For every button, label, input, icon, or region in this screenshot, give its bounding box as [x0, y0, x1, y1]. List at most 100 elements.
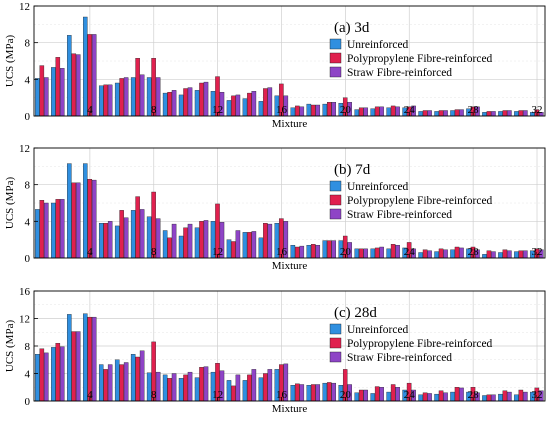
- bar-3-19: [331, 102, 337, 117]
- bar-1-30: [498, 111, 503, 117]
- bar-1-29: [482, 112, 487, 117]
- bar-1-23: [386, 248, 391, 259]
- x-tick-label: 28: [468, 246, 480, 258]
- x-tick-label: 20: [340, 246, 352, 258]
- bar-3-7: [139, 350, 145, 402]
- bar-2-15: [263, 88, 268, 117]
- bar-3-17: [299, 245, 305, 259]
- y-tick-label: 4: [25, 369, 31, 381]
- bar-3-6: [123, 77, 129, 117]
- bar-3-10: [187, 371, 193, 402]
- bar-2-2: [55, 343, 61, 402]
- x-tick-label: 16: [276, 104, 288, 116]
- x-tick-label: 32: [532, 246, 543, 258]
- legend-label-2: Polypropylene Fibre-reinforced: [347, 338, 493, 350]
- bar-2-26: [438, 390, 444, 402]
- bar-1-18: [306, 103, 312, 117]
- bar-1-13: [226, 100, 232, 117]
- y-tick-label: 12: [19, 314, 30, 326]
- bar-1-2: [51, 347, 56, 402]
- bar-3-15: [267, 369, 273, 402]
- bar-1-31: [514, 251, 519, 259]
- x-tick-label: 20: [340, 104, 352, 116]
- legend-label-3: Straw Fibre-reinforced: [347, 209, 452, 221]
- x-axis-label: Mixture: [272, 260, 308, 272]
- y-tick-label: 8: [25, 180, 31, 192]
- bar-3-26: [443, 249, 448, 259]
- bar-3-17: [299, 106, 305, 117]
- bar-1-17: [290, 244, 296, 259]
- bar-1-9: [162, 230, 168, 259]
- bar-2-21: [358, 389, 364, 402]
- bar-3-22: [379, 106, 384, 117]
- bar-2-10: [183, 88, 188, 117]
- bar-2-29: [486, 250, 492, 259]
- legend-swatch-3: [329, 208, 342, 220]
- bar-1-4: [83, 313, 88, 402]
- bar-2-17: [295, 246, 300, 259]
- bar-3-13: [235, 230, 241, 259]
- bar-1-2: [51, 67, 56, 117]
- bar-3-27: [459, 109, 464, 117]
- bar-1-27: [450, 249, 455, 259]
- bar-3-8: [155, 77, 161, 117]
- bar-2-11: [199, 221, 204, 259]
- bar-3-3: [75, 54, 81, 117]
- bar-3-30: [507, 250, 512, 259]
- bar-2-6: [119, 210, 124, 259]
- bar-3-23: [395, 387, 400, 402]
- bar-1-29: [482, 395, 487, 402]
- bar-1-25: [418, 111, 423, 117]
- x-tick-label: 4: [87, 104, 93, 116]
- legend-label-2: Polypropylene Fibre-reinforced: [347, 195, 493, 207]
- bar-1-27: [450, 391, 455, 402]
- bar-2-17: [295, 383, 300, 402]
- y-tick-label: 4: [25, 216, 31, 228]
- bar-3-27: [459, 247, 464, 259]
- bar-3-22: [379, 387, 384, 402]
- bar-1-25: [418, 252, 423, 259]
- bar-1-23: [386, 107, 391, 117]
- bar-3-13: [235, 94, 241, 117]
- legend-swatch-2: [329, 52, 342, 64]
- bar-3-7: [139, 209, 145, 259]
- bar-3-21: [363, 389, 368, 402]
- bar-3-14: [251, 91, 257, 117]
- bar-2-25: [422, 249, 428, 259]
- legend-swatch-2: [329, 337, 342, 349]
- bar-1-14: [242, 232, 248, 259]
- bar-2-5: [103, 369, 108, 402]
- plot-frame: [33, 5, 546, 117]
- bar-3-11: [203, 81, 209, 117]
- bar-2-1: [39, 65, 45, 117]
- bar-2-9: [167, 237, 172, 259]
- bar-2-29: [486, 111, 492, 117]
- bar-2-9: [167, 91, 172, 117]
- bar-3-30: [507, 110, 512, 117]
- bar-2-17: [295, 105, 300, 117]
- bar-3-11: [203, 366, 209, 402]
- bar-3-6: [123, 362, 129, 402]
- bar-1-31: [514, 111, 519, 117]
- bar-2-18: [311, 384, 316, 402]
- bar-1-3: [67, 163, 72, 259]
- chart-panel-1: 0 4 8 12 4 8 12 16 20 24 28 32 Mixture UCS (MPa) (a) 3…: [4, 1, 546, 130]
- legend-swatch-1: [329, 38, 342, 50]
- bar-3-26: [443, 392, 448, 402]
- bar-3-31: [523, 250, 528, 259]
- y-tick-label: 12: [19, 143, 30, 155]
- bar-2-26: [438, 110, 444, 117]
- bar-1-19: [322, 103, 328, 117]
- bar-2-3: [71, 331, 77, 402]
- bar-3-18: [315, 244, 321, 259]
- bar-1-4: [83, 163, 88, 259]
- bar-3-9: [171, 223, 177, 259]
- bar-1-21: [354, 392, 359, 402]
- bar-2-22: [374, 106, 380, 117]
- bar-2-9: [167, 378, 172, 402]
- x-tick-label: 24: [404, 246, 416, 258]
- legend-label-1: Unreinforced: [347, 181, 409, 193]
- bar-3-22: [379, 246, 384, 259]
- bar-2-18: [311, 104, 316, 117]
